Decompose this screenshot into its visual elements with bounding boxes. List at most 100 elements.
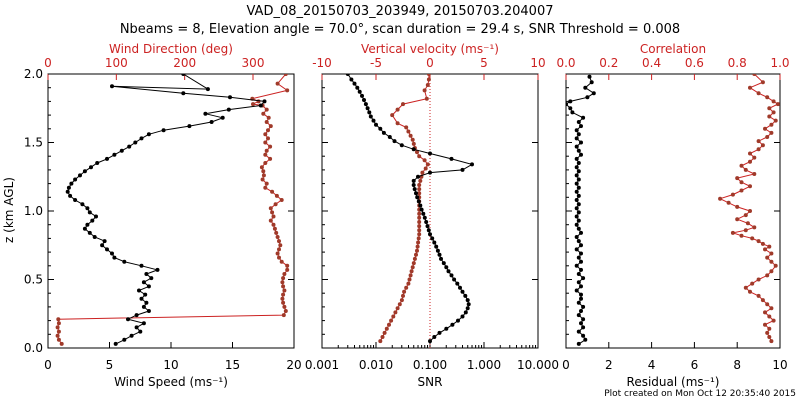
data-point-wind-speed bbox=[122, 337, 127, 342]
data-point-vertical-velocity bbox=[380, 335, 385, 339]
data-point-vertical-velocity bbox=[417, 220, 422, 224]
data-point-wind-speed bbox=[69, 181, 74, 186]
data-point-correlation bbox=[745, 221, 750, 226]
data-point-residual bbox=[576, 272, 581, 276]
data-point-snr bbox=[432, 335, 437, 339]
x-top-axis-label: Correlation bbox=[640, 42, 706, 56]
data-point-wind-speed bbox=[105, 156, 109, 161]
data-point-wind-speed bbox=[92, 235, 97, 239]
data-point-wind-speed bbox=[85, 222, 90, 227]
data-point-correlation bbox=[743, 213, 748, 218]
data-point-wind-speed bbox=[122, 259, 127, 264]
data-point-snr bbox=[345, 74, 350, 76]
data-point-wind-direction bbox=[261, 173, 266, 178]
data-point-residual bbox=[574, 173, 579, 178]
data-point-correlation bbox=[750, 236, 755, 241]
y-tick-label: 1.5 bbox=[24, 136, 43, 150]
data-point-wind-direction bbox=[263, 185, 268, 190]
data-point-wind-direction bbox=[263, 140, 268, 145]
data-point-correlation bbox=[765, 135, 770, 139]
data-point-wind-speed bbox=[139, 263, 144, 268]
data-point-residual bbox=[579, 140, 583, 145]
x-bottom-tick-label: 0 bbox=[562, 358, 570, 372]
data-point-vertical-velocity bbox=[426, 77, 431, 82]
data-point-snr bbox=[411, 178, 416, 183]
panel-left: 0 5 10 15 20 Wind Speed (ms⁻¹) 0 100 200 300 Wind … bbox=[24, 42, 302, 389]
data-point-correlation bbox=[730, 230, 735, 235]
data-point-wind-speed bbox=[139, 296, 144, 301]
chart-title-line1: VAD_08_20150703_203949, 20150703.204007 bbox=[247, 4, 554, 19]
data-point-vertical-velocity bbox=[420, 170, 425, 175]
data-point-wind-speed bbox=[126, 317, 130, 322]
data-point-vertical-velocity bbox=[418, 178, 423, 183]
data-point-residual bbox=[576, 148, 581, 153]
x-top-tick-label: 100 bbox=[105, 56, 128, 70]
data-point-residual bbox=[576, 185, 581, 190]
series-line-wind-speed bbox=[67, 74, 266, 345]
data-point-wind-speed bbox=[133, 140, 138, 145]
data-point-correlation bbox=[735, 217, 740, 222]
data-point-wind-direction bbox=[59, 341, 64, 346]
data-point-residual bbox=[574, 181, 579, 186]
x-top-tick-label: 0.6 bbox=[685, 56, 704, 70]
data-point-wind-speed bbox=[181, 74, 186, 76]
data-point-wind-direction bbox=[283, 74, 288, 76]
data-point-residual bbox=[574, 263, 579, 268]
data-point-residual bbox=[579, 152, 583, 157]
data-point-wind-speed bbox=[226, 107, 231, 112]
data-point-snr bbox=[362, 98, 366, 102]
data-point-residual bbox=[574, 189, 579, 194]
data-point-wind-speed bbox=[181, 91, 186, 96]
data-point-vertical-velocity bbox=[393, 310, 398, 315]
data-point-residual bbox=[591, 91, 596, 96]
data-point-snr bbox=[460, 289, 465, 294]
data-point-wind-direction bbox=[282, 272, 287, 276]
data-point-vertical-velocity bbox=[410, 137, 415, 142]
data-point-wind-speed bbox=[102, 239, 107, 244]
data-point-snr bbox=[387, 135, 392, 139]
data-point-vertical-velocity bbox=[387, 322, 391, 327]
data-point-correlation bbox=[718, 196, 723, 201]
data-point-correlation bbox=[748, 151, 752, 156]
data-point-wind-speed bbox=[129, 333, 134, 338]
data-point-wind-speed bbox=[141, 304, 146, 309]
data-point-wind-direction bbox=[268, 156, 273, 161]
data-point-vertical-velocity bbox=[382, 330, 387, 335]
data-point-residual bbox=[576, 280, 581, 285]
data-point-wind-speed bbox=[146, 132, 151, 137]
data-point-vertical-velocity bbox=[395, 121, 400, 126]
data-point-residual bbox=[576, 218, 581, 223]
data-point-correlation bbox=[760, 80, 765, 85]
data-point-wind-direction bbox=[282, 288, 287, 293]
data-point-wind-direction bbox=[271, 222, 276, 227]
data-point-wind-speed bbox=[68, 193, 73, 198]
data-point-correlation bbox=[748, 159, 752, 164]
data-point-correlation bbox=[767, 314, 772, 319]
data-point-wind-direction bbox=[261, 111, 266, 116]
data-point-correlation bbox=[767, 106, 772, 111]
data-point-correlation bbox=[771, 110, 776, 115]
data-point-wind-direction bbox=[279, 198, 284, 202]
data-point-residual bbox=[576, 120, 581, 124]
data-point-correlation bbox=[748, 184, 752, 189]
data-point-wind-direction bbox=[266, 115, 271, 120]
data-point-vertical-velocity bbox=[402, 289, 407, 294]
data-point-wind-direction bbox=[282, 304, 287, 309]
data-point-wind-speed bbox=[134, 313, 139, 318]
y-tick-label: 1.0 bbox=[24, 204, 43, 218]
data-point-residual bbox=[589, 80, 594, 85]
data-point-correlation bbox=[750, 281, 755, 286]
x-bottom-tick-label: 2 bbox=[605, 358, 613, 372]
data-point-snr bbox=[368, 114, 373, 119]
data-point-residual bbox=[576, 210, 581, 215]
data-point-snr bbox=[425, 224, 430, 229]
panel-frame bbox=[321, 73, 539, 349]
data-point-vertical-velocity bbox=[425, 162, 430, 167]
x-top-tick-label: 0.8 bbox=[728, 56, 747, 70]
data-point-snr bbox=[371, 118, 376, 123]
x-bottom-axis-label: SNR bbox=[418, 375, 443, 389]
data-point-vertical-velocity bbox=[404, 285, 409, 290]
data-point-residual bbox=[579, 230, 583, 235]
data-point-correlation bbox=[767, 244, 772, 249]
data-point-vertical-velocity bbox=[415, 248, 419, 253]
